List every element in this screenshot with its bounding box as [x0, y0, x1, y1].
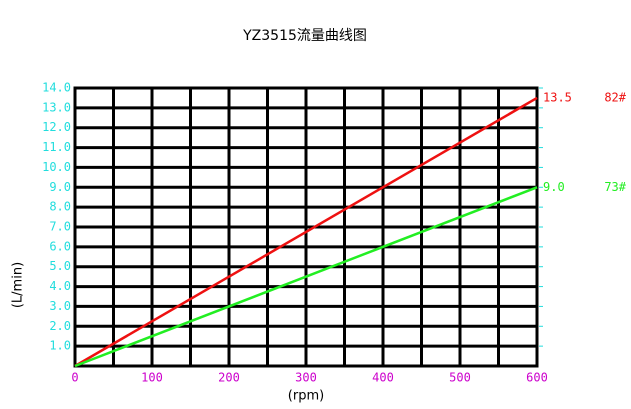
- value-label: 13.5: [543, 90, 572, 104]
- x-axis-label: (rpm): [288, 389, 324, 404]
- y-tick-label: 12.0: [42, 120, 71, 134]
- x-tick-label: 100: [141, 371, 163, 385]
- y-tick-label: 1.0: [49, 339, 71, 353]
- x-tick-label: 0: [71, 371, 78, 385]
- y-tick-label: 9.0: [49, 180, 71, 194]
- series-name: 73#: [604, 180, 626, 194]
- x-tick-label: 200: [218, 371, 240, 385]
- y-tick-label: 13.0: [42, 100, 71, 114]
- x-tick-label: 300: [295, 371, 317, 385]
- series-line: [74, 96, 538, 368]
- y-tick-label: 4.0: [49, 279, 71, 293]
- series-line: [74, 186, 538, 368]
- y-tick-label: 2.0: [49, 319, 71, 333]
- y-tick-label: 10.0: [42, 160, 71, 174]
- series-name: 82#: [604, 90, 626, 104]
- y-tick-label: 6.0: [49, 239, 71, 253]
- y-tick-label: 8.0: [49, 200, 71, 214]
- y-tick-label: 3.0: [49, 299, 71, 313]
- value-label: 9.0: [543, 180, 565, 194]
- y-axis-label: (L/min): [11, 262, 26, 308]
- x-tick-label: 600: [526, 371, 548, 385]
- chart-title: YZ3515流量曲线图: [242, 28, 367, 44]
- y-tick-label: 7.0: [49, 220, 71, 234]
- y-tick-label: 5.0: [49, 259, 71, 273]
- x-tick-label: 400: [372, 371, 394, 385]
- y-tick-label: 14.0: [42, 81, 71, 95]
- y-tick-label: 11.0: [42, 140, 71, 154]
- x-tick-label: 500: [449, 371, 471, 385]
